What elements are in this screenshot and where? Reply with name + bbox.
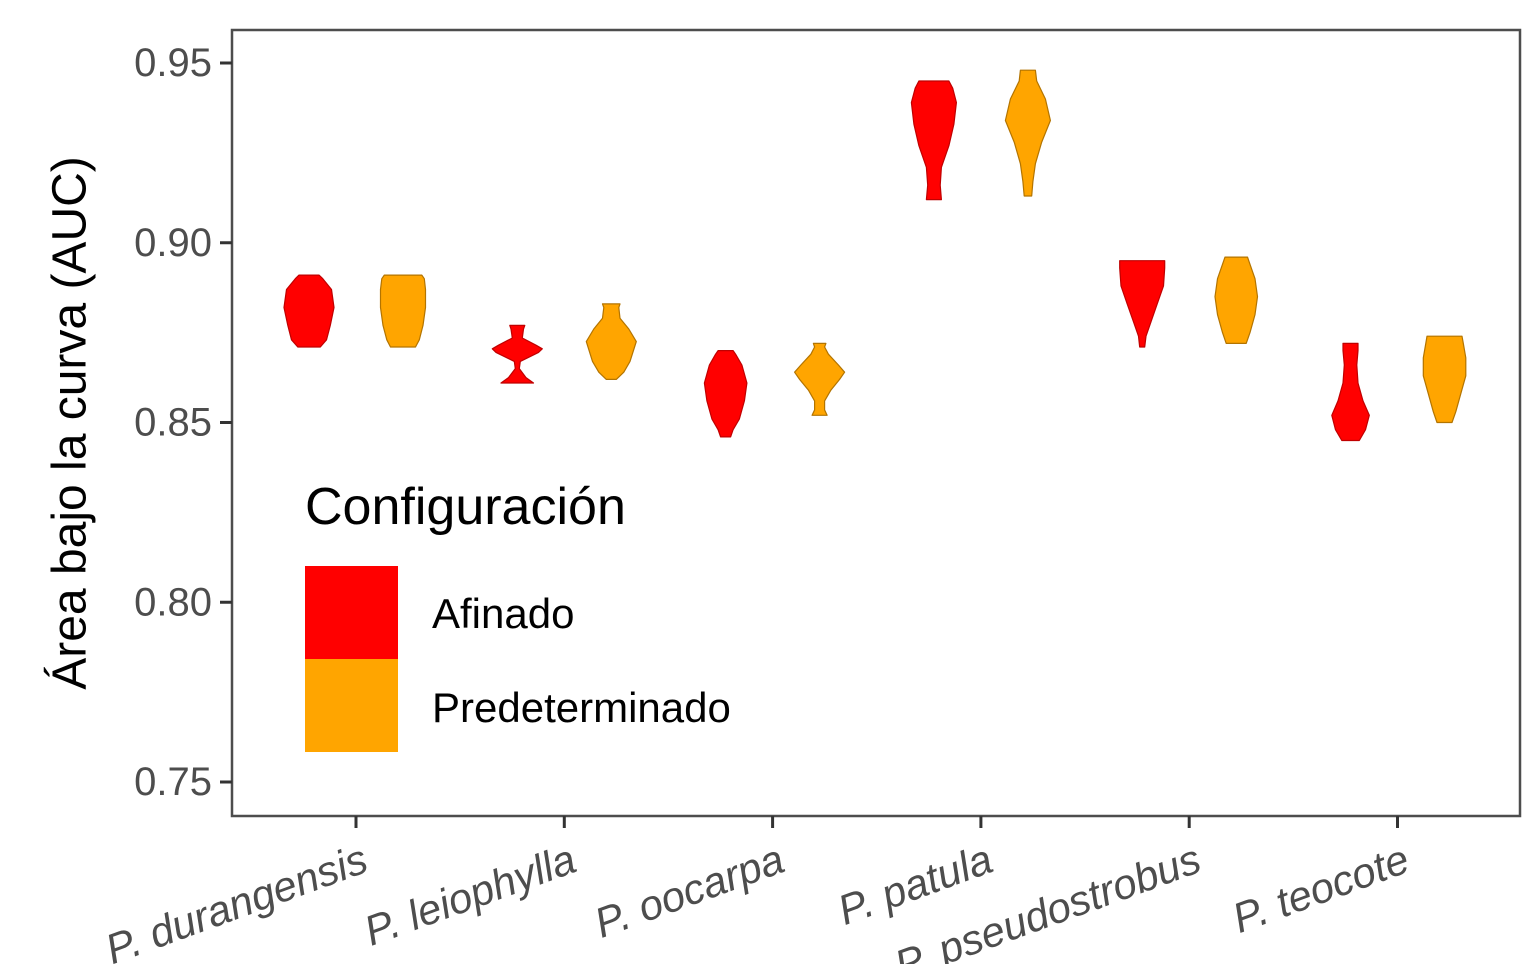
violin-afinado-4 — [1119, 260, 1166, 348]
x-tick-label: P. durangensis — [99, 835, 373, 964]
x-tick-label: P. oocarpa — [588, 835, 790, 947]
violin-predeterminado-0 — [379, 274, 427, 348]
x-tick-label: P. leiophylla — [358, 835, 582, 955]
plot-panel — [230, 28, 1522, 818]
y-axis-label: Área bajo la curva (AUC) — [44, 156, 97, 690]
y-tick-label: 0.75 — [134, 760, 212, 804]
y-axis: 0.75 0.80 0.85 0.90 0.95 — [134, 41, 232, 804]
legend-key-predeterminado — [305, 659, 398, 752]
violins — [283, 69, 1467, 442]
violin-afinado-2 — [703, 350, 748, 438]
y-tick-label: 0.90 — [134, 221, 212, 265]
violin-afinado-3 — [910, 80, 957, 201]
legend-key-afinado — [305, 566, 398, 659]
x-tick-label: P. teocote — [1226, 835, 1415, 942]
violin-afinado-5 — [1331, 342, 1370, 442]
violin-afinado-0 — [283, 274, 335, 348]
violin-predeterminado-3 — [1004, 69, 1051, 197]
violin-predeterminado-1 — [585, 303, 637, 380]
y-tick-label: 0.95 — [134, 41, 212, 85]
violin-afinado-1 — [491, 324, 543, 384]
violin-predeterminado-4 — [1214, 256, 1259, 344]
legend-title: Configuración — [305, 478, 626, 536]
violin-predeterminado-2 — [794, 342, 846, 416]
legend-label-afinado: Afinado — [432, 590, 574, 637]
y-tick-label: 0.80 — [134, 580, 212, 624]
legend: Configuración Afinado Predeterminado — [305, 478, 731, 752]
violin-predeterminado-5 — [1422, 335, 1467, 424]
y-tick-label: 0.85 — [134, 401, 212, 445]
legend-label-predeterminado: Predeterminado — [432, 684, 731, 731]
